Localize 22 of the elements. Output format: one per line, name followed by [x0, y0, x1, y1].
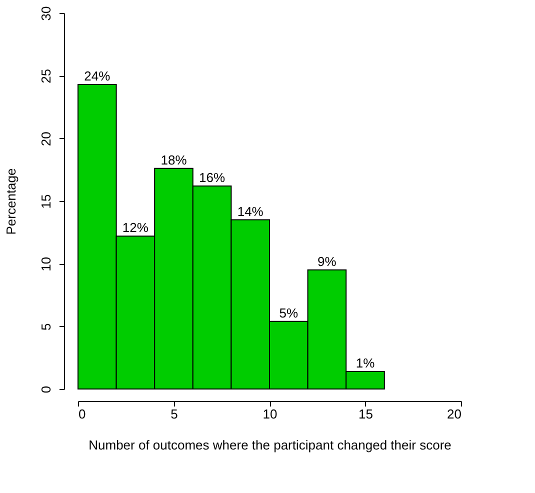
data-label: 1% [356, 355, 376, 370]
y-axis-title: Percentage [4, 168, 18, 235]
data-label: 14% [237, 204, 264, 219]
data-label: 18% [160, 152, 188, 168]
x-tick-label: 15 [358, 406, 373, 422]
x-axis-title: Number of outcomes where the participant changed their score [88, 438, 452, 452]
y-tick-label: 0 [38, 386, 54, 394]
y-tick-label: 5 [38, 323, 54, 330]
data-label: 12% [122, 220, 149, 236]
x-tick-label: 5 [170, 406, 178, 422]
data-label: 16% [199, 170, 226, 185]
data-label: 9% [318, 254, 337, 269]
y-tick-label: 20 [38, 132, 54, 146]
x-tick-label: 20 [447, 406, 462, 422]
y-tick-label: 15 [38, 194, 54, 209]
x-tick-label: 10 [262, 406, 278, 422]
x-tick-label: 0 [78, 406, 86, 422]
y-tick-label: 25 [38, 68, 54, 84]
y-tick-label: 30 [38, 6, 54, 21]
y-tick-label: 10 [38, 256, 54, 272]
data-label: 5% [279, 305, 298, 320]
data-label: 24% [84, 68, 111, 84]
